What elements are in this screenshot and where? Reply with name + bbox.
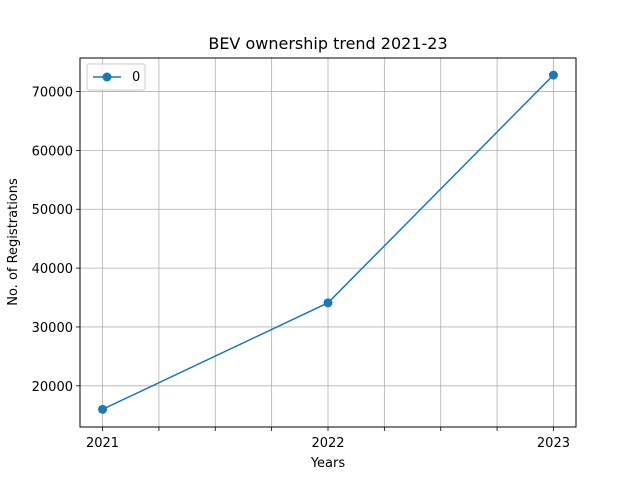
- y-tick-label: 50000: [32, 203, 73, 218]
- plot-area-frame: [79, 57, 577, 428]
- legend-entry-label: 0: [132, 70, 140, 85]
- x-axis-label: Years: [310, 456, 346, 471]
- x-tick-label: 2023: [537, 436, 570, 451]
- axis-ticks: 2021 2022 2023 20000 30000 40000 50000 60000 700…: [32, 86, 570, 451]
- data-point: [548, 70, 558, 80]
- legend-marker: [102, 72, 112, 82]
- y-tick-label: 30000: [32, 321, 73, 336]
- data-series: [98, 70, 558, 414]
- y-tick-label: 60000: [32, 144, 73, 159]
- x-tick-label: 2021: [86, 436, 119, 451]
- y-axis-label: No. of Registrations: [6, 178, 21, 306]
- y-tick-label: 70000: [32, 86, 73, 101]
- legend: 0: [86, 63, 146, 91]
- y-tick-label: 40000: [32, 262, 73, 277]
- grid-lines: [80, 58, 576, 427]
- y-tick-label: 20000: [32, 380, 73, 395]
- chart-title: BEV ownership trend 2021-23: [208, 34, 447, 53]
- data-point: [98, 404, 108, 414]
- x-tick-label: 2022: [311, 436, 344, 451]
- data-point: [323, 298, 333, 308]
